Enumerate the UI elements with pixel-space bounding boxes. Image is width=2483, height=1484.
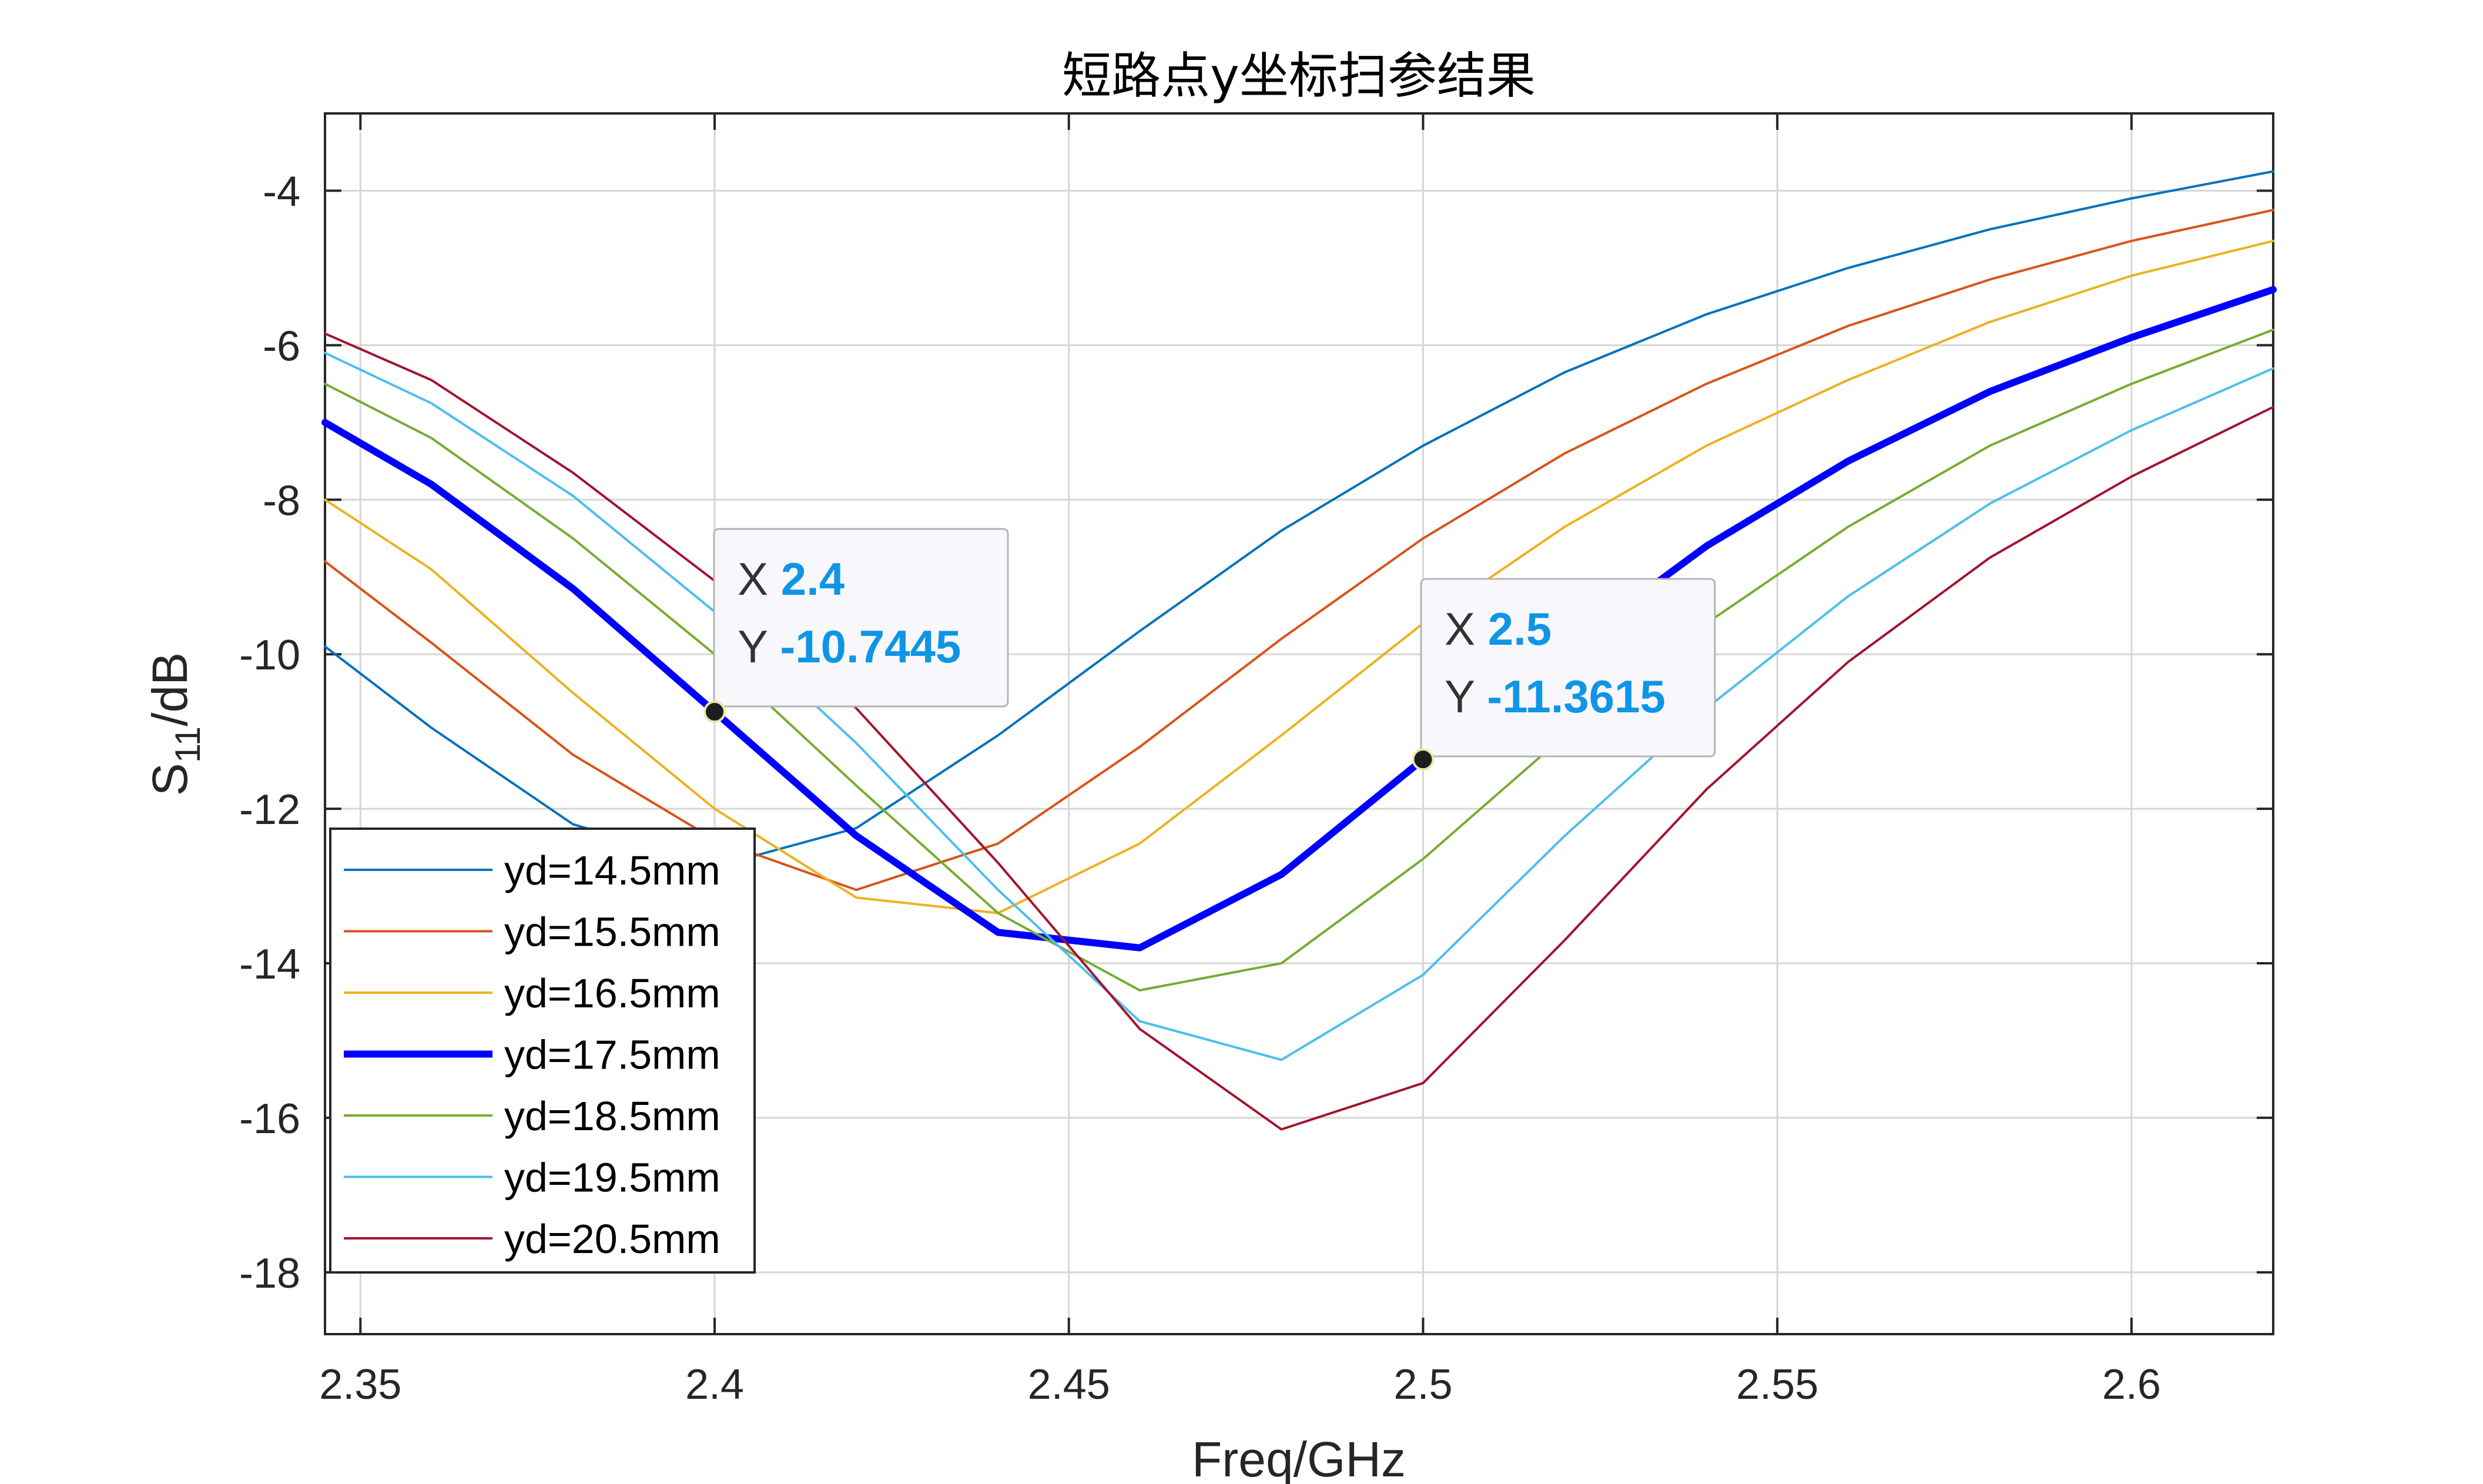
datatip-x-row: X 2.4 xyxy=(738,553,845,605)
x-tick-label: 2.55 xyxy=(1736,1361,1818,1408)
datatip-y-row: Y -10.7445 xyxy=(738,621,961,672)
datatip-x-key: X xyxy=(1445,603,1488,655)
chart-title: 短路点y坐标扫参结果 xyxy=(1062,47,1536,105)
datatip-x-value: 2.5 xyxy=(1488,603,1552,655)
datatips: X 2.4Y -10.7445 X 2.5Y -11.3615 xyxy=(703,528,1716,771)
series-lines xyxy=(321,170,2277,1131)
y-axis-title: S11/dB xyxy=(142,652,207,796)
series-line-2 xyxy=(324,209,2274,892)
y-axis-ticks: -4 -6 -8 -10 -12 -14 -16 -18 xyxy=(239,168,2273,1297)
x-tick-label: 2.5 xyxy=(1393,1361,1452,1408)
x-axis-title: Freq/GHz xyxy=(1192,1432,1406,1484)
datatip-box xyxy=(713,528,1009,708)
y-axis-title-base: S xyxy=(142,763,197,796)
datatip-marker[interactable] xyxy=(703,701,726,723)
y-tick-label: -8 xyxy=(263,477,300,524)
series-line-1 xyxy=(324,170,2274,868)
x-axis-ticks: 2.35 2.4 2.45 2.5 2.55 2.6 xyxy=(319,113,2161,1408)
y-axis-title-unit: /dB xyxy=(142,652,197,726)
datatip-x-key: X xyxy=(738,553,781,605)
legend-label: yd=16.5mm xyxy=(504,970,721,1016)
series-line-4 xyxy=(321,286,2277,952)
x-tick-label: 2.4 xyxy=(685,1361,744,1408)
series-line-3 xyxy=(324,239,2274,914)
series-line-6 xyxy=(324,351,2274,1061)
legend-label: yd=17.5mm xyxy=(504,1032,721,1078)
y-tick-label: -10 xyxy=(239,632,300,679)
x-tick-label: 2.35 xyxy=(319,1361,401,1408)
x-tick-label: 2.45 xyxy=(1028,1361,1110,1408)
datatip-x-value: 2.4 xyxy=(781,553,845,605)
legend-label: yd=18.5mm xyxy=(504,1093,721,1139)
datatip-box xyxy=(1420,578,1716,758)
datatip-y-value: -11.3615 xyxy=(1487,671,1666,722)
y-tick-label: -6 xyxy=(263,323,300,370)
legend-label: yd=15.5mm xyxy=(504,909,721,955)
datatip-y-row: Y -11.3615 xyxy=(1445,671,1666,722)
datatip-y-value: -10.7445 xyxy=(780,621,961,672)
datatip-2[interactable]: X 2.5Y -11.3615 xyxy=(1412,578,1716,771)
legend-label: yd=14.5mm xyxy=(504,847,721,893)
x-tick-label: 2.6 xyxy=(2102,1361,2161,1408)
datatip-1[interactable]: X 2.4Y -10.7445 xyxy=(703,528,1009,723)
plot-area-frame xyxy=(324,112,2274,1335)
y-tick-label: -16 xyxy=(239,1096,300,1143)
y-tick-label: -18 xyxy=(239,1250,300,1297)
legend-label: yd=20.5mm xyxy=(504,1216,721,1262)
datatip-y-key: Y xyxy=(738,621,780,672)
legend-label: yd=19.5mm xyxy=(504,1155,721,1201)
y-tick-label: -12 xyxy=(239,786,300,833)
series-line-5 xyxy=(324,329,2274,991)
y-tick-label: -4 xyxy=(263,168,300,215)
datatip-x-row: X 2.5 xyxy=(1445,603,1552,655)
series-line-7 xyxy=(324,332,2274,1131)
y-axis-title-subscript: 11 xyxy=(168,726,207,763)
y-tick-label: -14 xyxy=(239,941,300,988)
datatip-y-key: Y xyxy=(1445,671,1487,722)
datatip-marker[interactable] xyxy=(1412,748,1435,771)
legend: yd=14.5mm yd=15.5mm yd=16.5mm yd=17.5mm yd=1… xyxy=(329,828,756,1274)
